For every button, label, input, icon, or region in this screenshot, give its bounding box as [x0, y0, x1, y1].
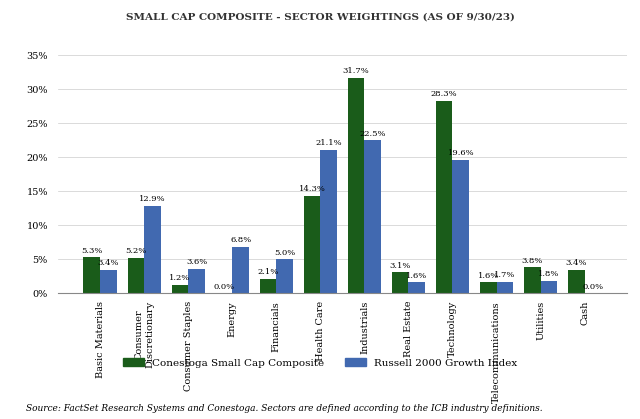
Text: 0.0%: 0.0% — [582, 282, 604, 291]
Text: Source: FactSet Research Systems and Conestoga. Sectors are defined according to: Source: FactSet Research Systems and Con… — [26, 403, 542, 413]
Text: 1.7%: 1.7% — [494, 271, 516, 279]
Bar — [497, 282, 513, 293]
Bar — [541, 281, 557, 293]
Text: 31.7%: 31.7% — [342, 67, 369, 75]
Bar — [83, 257, 100, 293]
Bar — [188, 269, 205, 293]
Text: 14.3%: 14.3% — [299, 186, 326, 194]
Bar — [303, 196, 321, 293]
Text: 3.4%: 3.4% — [566, 259, 587, 267]
Text: 1.6%: 1.6% — [406, 272, 428, 280]
Text: 5.0%: 5.0% — [274, 248, 295, 256]
Text: 22.5%: 22.5% — [360, 130, 386, 138]
Bar — [408, 282, 425, 293]
Text: 21.1%: 21.1% — [316, 139, 342, 147]
Text: 6.8%: 6.8% — [230, 236, 252, 244]
Bar — [232, 247, 249, 293]
Text: 2.1%: 2.1% — [257, 268, 278, 276]
Bar — [452, 160, 469, 293]
Bar — [436, 101, 452, 293]
Bar — [260, 279, 276, 293]
Bar — [480, 282, 497, 293]
Bar — [127, 258, 144, 293]
Text: 28.3%: 28.3% — [431, 91, 458, 98]
Bar — [524, 267, 541, 293]
Text: 19.6%: 19.6% — [447, 150, 474, 158]
Bar — [100, 270, 117, 293]
Text: 3.8%: 3.8% — [522, 257, 543, 265]
Bar — [568, 270, 584, 293]
Text: 0.0%: 0.0% — [213, 282, 234, 291]
Text: 3.4%: 3.4% — [98, 259, 119, 267]
Bar — [364, 140, 381, 293]
Text: 5.2%: 5.2% — [125, 247, 147, 255]
Text: 1.6%: 1.6% — [477, 272, 499, 280]
Text: 1.2%: 1.2% — [170, 274, 191, 282]
Bar — [348, 78, 364, 293]
Text: 5.3%: 5.3% — [81, 246, 102, 255]
Text: 3.6%: 3.6% — [186, 258, 207, 266]
Bar — [172, 285, 188, 293]
Bar — [144, 206, 161, 293]
Text: SMALL CAP COMPOSITE - SECTOR WEIGHTINGS (AS OF 9/30/23): SMALL CAP COMPOSITE - SECTOR WEIGHTINGS … — [125, 13, 515, 21]
Text: 12.9%: 12.9% — [140, 195, 166, 203]
Bar — [321, 150, 337, 293]
Text: 3.1%: 3.1% — [389, 261, 411, 269]
Legend: Conestoga Small Cap Composite, Russell 2000 Growth Index: Conestoga Small Cap Composite, Russell 2… — [118, 354, 522, 372]
Bar — [276, 259, 293, 293]
Text: 1.8%: 1.8% — [538, 270, 559, 278]
Bar — [392, 272, 408, 293]
